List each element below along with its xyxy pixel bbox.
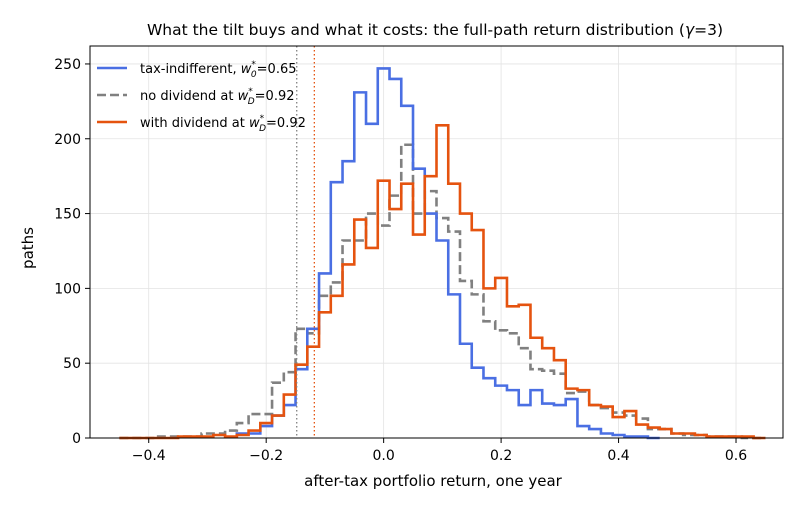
x-tick-label: 0.2 <box>490 448 512 464</box>
plot-frame <box>89 45 784 439</box>
x-tick-label: −0.2 <box>249 448 283 464</box>
legend-weight-sub: D <box>259 124 266 134</box>
legend-weight-value: =0.65 <box>257 62 297 77</box>
legend-weight-var: w <box>238 89 249 104</box>
threshold-lines <box>296 46 315 438</box>
legend-weight-sup: * <box>251 60 256 70</box>
x-tick-label: 0.6 <box>725 448 747 464</box>
legend-label-0: tax-indifferent, w* 0=0.65 <box>140 60 297 80</box>
y-axis-ticks: 0 50 100 150 200 250 <box>54 57 90 447</box>
legend-weight-var: w <box>249 116 260 131</box>
legend-label-1: no dividend at w* D=0.92 <box>140 87 295 107</box>
legend-weight-sup: * <box>248 87 253 97</box>
x-axis-label: after-tax portfolio return, one year <box>304 472 563 490</box>
x-tick-label: 0.0 <box>373 448 395 464</box>
legend-weight-sub: 0 <box>251 70 257 80</box>
chart-title-gamma: γ <box>685 21 695 39</box>
chart-title: What the tilt buys and what it costs: th… <box>147 21 723 39</box>
legend-weight-value: =0.92 <box>266 116 306 131</box>
legend-label-text: no dividend at <box>140 89 238 104</box>
y-tick-label: 200 <box>54 132 81 148</box>
legend-label-text: tax-indifferent, <box>140 62 241 77</box>
x-tick-label: 0.4 <box>607 448 629 464</box>
histogram-series-1 <box>119 143 766 440</box>
histogram-series-0 <box>235 67 660 440</box>
chart-title-prefix: What the tilt buys and what it costs: th… <box>147 21 685 39</box>
histogram-series-2 <box>119 124 766 440</box>
y-tick-label: 100 <box>54 281 81 297</box>
legend-label-text: with dividend at <box>140 116 249 131</box>
legend-label-2: with dividend at w* D=0.92 <box>140 114 306 134</box>
chart-title-suffix: =3) <box>694 21 723 39</box>
legend-weight-var: w <box>241 62 252 77</box>
y-tick-label: 0 <box>72 431 81 447</box>
y-tick-label: 250 <box>54 57 81 73</box>
histogram-series-group <box>119 67 766 440</box>
legend-weight-sup: * <box>260 114 265 124</box>
y-tick-label: 150 <box>54 207 81 223</box>
legend-weight-sub: D <box>248 97 255 107</box>
y-tick-label: 50 <box>63 356 81 372</box>
legend-weight-value: =0.92 <box>255 89 295 104</box>
x-tick-label: −0.4 <box>132 448 166 464</box>
x-axis-ticks: −0.4 −0.2 0.0 0.2 0.4 0.6 <box>132 438 747 464</box>
y-axis-label: paths <box>19 227 37 269</box>
